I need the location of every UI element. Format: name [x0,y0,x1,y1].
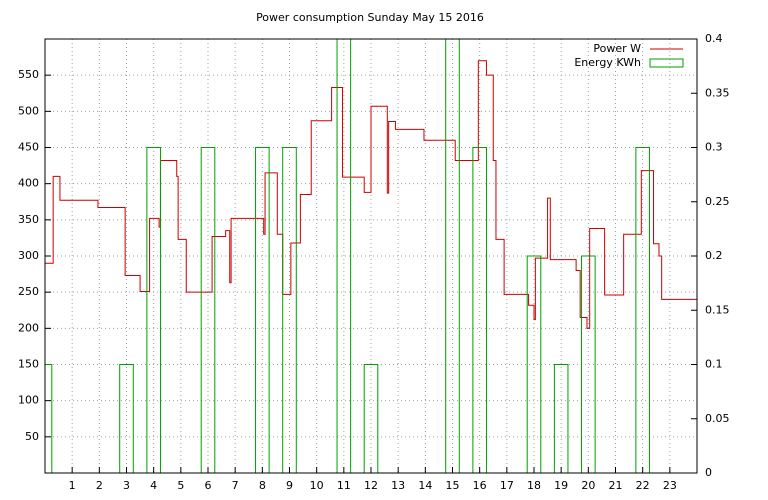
y2-tick-label: 0.15 [705,303,730,316]
y-tick-label: 250 [18,285,39,298]
x-tick-label: 12 [364,479,378,492]
energy-box [45,364,53,473]
y-tick-label: 500 [18,104,39,117]
x-tick-label: 10 [310,479,324,492]
y2-tick-label: 0.1 [705,358,723,371]
energy-box [635,147,650,473]
x-tick-label: 15 [446,479,460,492]
y-tick-label: 350 [18,213,39,226]
x-tick-label: 4 [150,479,157,492]
x-tick-label: 1 [69,479,76,492]
energy-box [581,255,596,473]
y2-tick-label: 0.2 [705,249,723,262]
energy-box [526,255,542,473]
y-tick-label: 50 [25,430,39,443]
y-tick-label: 450 [18,141,39,154]
x-tick-label: 13 [391,479,405,492]
y-tick-label: 550 [18,68,39,81]
y2-tick-label: 0.3 [705,141,723,154]
legend-label: Energy KWh [574,56,641,69]
x-tick-label: 16 [473,479,487,492]
energy-box [445,39,460,473]
energy-box [553,364,569,473]
x-tick-label: 11 [337,479,351,492]
x-tick-label: 23 [663,479,677,492]
x-tick-label: 21 [609,479,623,492]
x-tick-label: 7 [232,479,239,492]
x-tick-label: 18 [527,479,541,492]
x-tick-label: 5 [177,479,184,492]
y2-tick-label: 0.05 [705,412,730,425]
x-tick-label: 20 [581,479,595,492]
energy-box [146,147,161,473]
y-tick-label: 300 [18,249,39,262]
y2-tick-label: 0.25 [705,195,730,208]
x-tick-label: 14 [418,479,432,492]
legend-swatch [649,58,684,68]
plot-area [45,39,697,473]
x-tick-label: 2 [96,479,103,492]
power-line [45,60,697,329]
energy-box [255,147,270,473]
energy-box [119,364,134,473]
legend-label: Power W [593,42,641,55]
y2-tick-label: 0 [705,466,712,479]
y-tick-label: 200 [18,321,39,334]
x-tick-label: 22 [636,479,650,492]
x-tick-label: 3 [123,479,130,492]
x-tick-label: 8 [259,479,266,492]
x-tick-label: 9 [286,479,293,492]
x-tick-label: 19 [554,479,568,492]
x-tick-label: 6 [205,479,212,492]
energy-box [336,39,352,473]
y2-tick-label: 0.4 [705,32,723,45]
y2-tick-label: 0.35 [705,86,730,99]
x-tick-label: 17 [500,479,514,492]
energy-box [282,147,297,473]
chart-title: Power consumption Sunday May 15 2016 [256,11,484,24]
energy-box [200,147,216,473]
y-tick-label: 150 [18,358,39,371]
plot-border [44,38,698,474]
y-tick-label: 100 [18,394,39,407]
y-tick-label: 400 [18,177,39,190]
energy-box [472,147,487,473]
energy-box [363,364,379,473]
